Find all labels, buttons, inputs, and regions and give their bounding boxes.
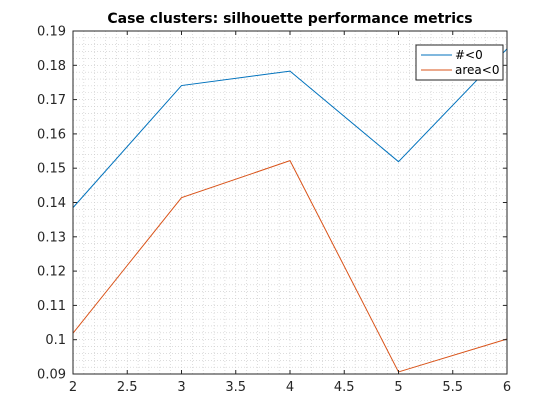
y-tick-label: 0.13 [37, 230, 66, 245]
x-tick-label: 3.5 [225, 380, 246, 395]
y-tick-label: 0.12 [37, 265, 66, 280]
legend-label-area-negative: area<0 [455, 63, 499, 77]
x-tick-label: 2.5 [117, 380, 138, 395]
legend-label-count-negative: #<0 [455, 48, 483, 62]
y-tick-label: 0.16 [37, 127, 66, 142]
y-tick-label: 0.15 [37, 162, 66, 177]
y-tick-label: 0.17 [37, 93, 66, 108]
y-tick-label: 0.11 [37, 299, 66, 314]
x-tick-label: 5 [394, 380, 402, 395]
x-tick-label: 3 [177, 380, 185, 395]
x-tick-label: 5.5 [442, 380, 463, 395]
x-tick-labels: 2 2.5 3 3.5 4 4.5 5 5.5 6 [69, 380, 511, 395]
legend: #<0 area<0 [416, 45, 503, 80]
y-tick-label: 0.18 [37, 59, 66, 74]
x-tick-label: 6 [503, 380, 511, 395]
y-tick-label: 0.09 [37, 368, 66, 383]
y-tick-label: 0.14 [37, 196, 66, 211]
y-tick-label: 0.19 [37, 25, 66, 40]
x-tick-label: 4 [286, 380, 294, 395]
chart-title: Case clusters: silhouette performance me… [107, 11, 472, 27]
y-tick-label: 0.1 [45, 333, 66, 348]
x-tick-label: 2 [69, 380, 77, 395]
grid [73, 31, 507, 374]
x-tick-label: 4.5 [334, 380, 355, 395]
